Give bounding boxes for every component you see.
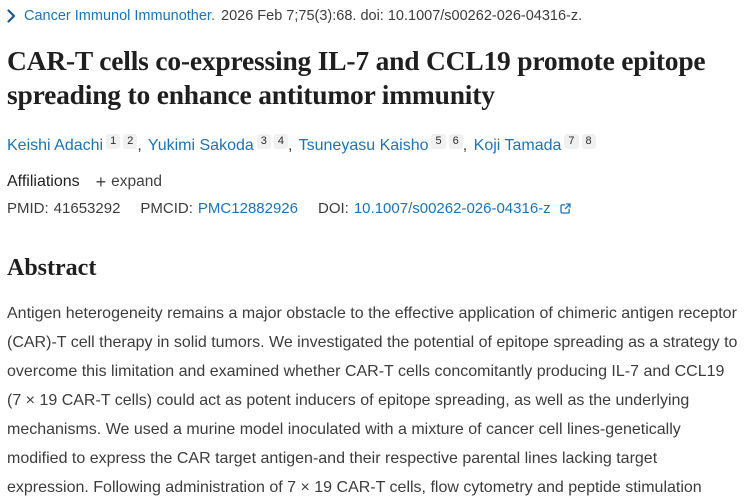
external-link-icon[interactable] — [559, 202, 572, 215]
author-affiliation-sup[interactable]: 1 — [106, 134, 121, 149]
author-affiliation-sup[interactable]: 8 — [581, 134, 596, 149]
affiliations-label: Affiliations — [7, 173, 80, 190]
author-link[interactable]: Koji Tamada — [473, 137, 562, 154]
pmid-value: 41653292 — [53, 200, 121, 217]
journal-link[interactable]: Cancer Immunol Immunother. — [24, 8, 215, 24]
expand-label: expand — [111, 173, 163, 190]
authors-line: Keishi Adachi 1 2, Yukimi Sakoda 3 4, Tsuney… — [7, 134, 740, 155]
doi-link[interactable]: 10.1007/s00262-026-04316-z — [353, 200, 551, 217]
author-group: Tsuneyasu Kaisho 5 6, — [298, 134, 474, 154]
doi-group: DOI: 10.1007/s00262-026-04316-z — [318, 200, 572, 217]
article-title: CAR-T cells co-expressing IL-7 and CCL19… — [7, 45, 706, 110]
author-affiliation-sup[interactable]: 4 — [273, 134, 289, 149]
author-affiliation-sup[interactable]: 3 — [256, 134, 271, 149]
author-group: Keishi Adachi 1 2, — [7, 134, 148, 154]
pmcid-label: PMCID: — [140, 200, 193, 217]
author-link[interactable]: Keishi Adachi — [7, 137, 104, 154]
pmid-group: PMID: 41653292 — [7, 200, 120, 217]
citation-text: 2026 Feb 7;75(3):68. doi: 10.1007/s00262… — [221, 8, 583, 24]
abstract-paragraph: Antigen heterogeneity remains a major ob… — [7, 305, 738, 496]
author-link[interactable]: Yukimi Sakoda — [147, 137, 254, 154]
affiliations-row: Affiliations + expand — [7, 173, 740, 191]
author-affiliation-sup[interactable]: 2 — [123, 134, 138, 149]
author-affiliation-sup[interactable]: 6 — [448, 134, 463, 149]
pmcid-link[interactable]: PMC12882926 — [197, 200, 298, 217]
plus-icon: + — [95, 172, 107, 192]
author-affiliation-sup[interactable]: 5 — [431, 134, 446, 149]
author-group: Koji Tamada 7 8 — [473, 134, 596, 154]
author-separator: , — [462, 137, 468, 154]
pmcid-group: PMCID: PMC12882926 — [140, 200, 298, 217]
chevron-right-icon — [7, 9, 16, 23]
author-separator: , — [288, 137, 293, 154]
author-affiliation-sup[interactable]: 7 — [564, 134, 579, 149]
journal-citation-line: Cancer Immunol Immunother. 2026 Feb 7;75… — [7, 8, 740, 24]
identifiers-row: PMID: 41653292 PMCID: PMC12882926 DOI: 1… — [7, 200, 740, 217]
abstract-heading: Abstract — [7, 255, 97, 281]
doi-label: DOI: — [318, 200, 349, 217]
author-group: Yukimi Sakoda 3 4, — [147, 134, 299, 154]
pmid-label: PMID: — [7, 200, 49, 217]
author-link[interactable]: Tsuneyasu Kaisho — [298, 137, 429, 154]
author-separator: , — [137, 137, 142, 154]
expand-affiliations-button[interactable]: + expand — [96, 173, 162, 191]
